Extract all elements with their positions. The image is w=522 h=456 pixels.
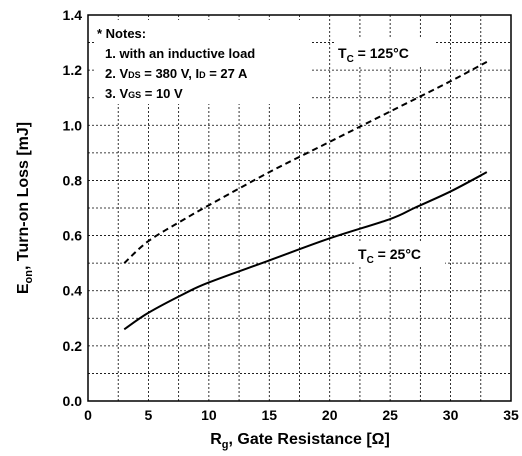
x-tick-label: 5 <box>145 407 153 423</box>
y-tick-label: 1.2 <box>63 62 83 78</box>
y-tick-label: 0.4 <box>63 283 83 299</box>
series-line-25c <box>123 171 488 331</box>
series-layer <box>123 60 488 331</box>
notes-title: * Notes: <box>97 26 146 41</box>
tick-labels: 0 5 10 15 20 25 30 35 0.0 0.2 0.4 0.6 0.8 1.0 1.2 1.4 <box>63 7 519 423</box>
y-tick-label: 0.2 <box>63 338 83 354</box>
x-tick-label: 20 <box>322 407 338 423</box>
label-25-background <box>355 241 445 267</box>
y-tick-label: 0.6 <box>63 228 83 244</box>
x-tick-label: 15 <box>261 407 277 423</box>
y-tick-label: 1.4 <box>63 7 83 23</box>
note-line-1: 1. with an inductive load <box>105 46 255 61</box>
y-axis-label: Eon, Turn-on Loss [mJ] <box>15 122 35 294</box>
notes-box: * Notes: 1. with an inductive load 2. VD… <box>97 26 255 101</box>
series-line-125c <box>123 60 488 264</box>
series-label-25c: TC = 25°C <box>358 246 421 266</box>
y-tick-label: 0.0 <box>63 393 83 409</box>
notes-background <box>94 20 312 104</box>
series-label-125c: TC = 125°C <box>338 45 409 65</box>
note-line-3: 3. VGS = 10 V <box>105 86 183 101</box>
x-tick-label: 35 <box>503 407 519 423</box>
x-axis-label: Rg, Gate Resistance [Ω] <box>210 431 390 451</box>
x-tick-label: 30 <box>443 407 459 423</box>
y-tick-label: 0.8 <box>63 172 83 188</box>
x-tick-label: 0 <box>84 407 92 423</box>
note-line-2: 2. VDS = 380 V, ID = 27 A <box>105 66 248 81</box>
x-tick-label: 10 <box>201 407 217 423</box>
plot-frame <box>87 14 512 402</box>
x-tick-label: 25 <box>382 407 398 423</box>
label-125-background <box>335 38 435 66</box>
y-tick-label: 1.0 <box>63 117 83 133</box>
